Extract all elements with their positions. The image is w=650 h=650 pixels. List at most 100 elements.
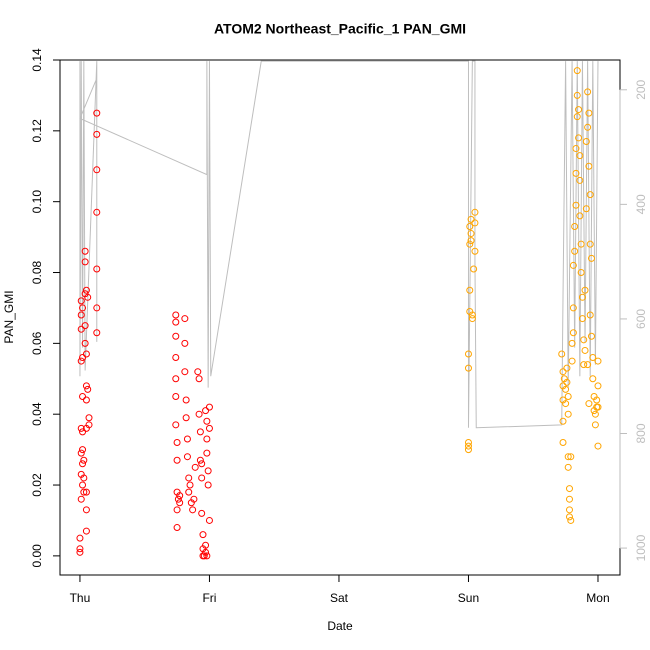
point: [594, 357, 602, 365]
point: [567, 516, 575, 524]
point: [464, 364, 472, 372]
point: [575, 134, 583, 142]
point: [77, 357, 85, 365]
point: [576, 176, 584, 184]
point: [196, 428, 204, 436]
point: [202, 541, 210, 549]
point: [182, 414, 190, 422]
y2-tick-label: 600: [634, 309, 648, 329]
point: [559, 417, 567, 425]
point: [468, 311, 476, 319]
x-tick-label: Sat: [330, 591, 349, 605]
point: [82, 506, 90, 514]
point: [80, 474, 88, 482]
point: [82, 382, 90, 390]
point: [181, 315, 189, 323]
point: [581, 346, 589, 354]
y2-tick-label: 200: [634, 79, 648, 99]
point: [172, 311, 180, 319]
point: [573, 113, 581, 121]
point: [563, 364, 571, 372]
point: [202, 407, 210, 415]
point: [577, 269, 585, 277]
point: [181, 339, 189, 347]
point: [468, 315, 476, 323]
point: [84, 293, 92, 301]
point: [567, 453, 575, 461]
point: [79, 446, 87, 454]
point: [173, 524, 181, 532]
plot-box: [59, 59, 621, 576]
x-tick-label: Fri: [202, 591, 216, 605]
point: [172, 332, 180, 340]
point: [582, 205, 590, 213]
point: [471, 208, 479, 216]
point: [80, 456, 88, 464]
point: [559, 368, 567, 376]
point: [93, 130, 101, 138]
x-tick-label: Thu: [70, 591, 91, 605]
y-tick-label: 0.10: [30, 190, 44, 214]
point: [195, 410, 203, 418]
point: [205, 516, 213, 524]
point: [564, 453, 572, 461]
point: [594, 442, 602, 450]
point: [585, 109, 593, 117]
point: [79, 354, 87, 362]
point: [585, 162, 593, 170]
point: [76, 545, 84, 553]
x-tick-label: Sun: [458, 591, 479, 605]
point: [189, 506, 197, 514]
point: [172, 375, 180, 383]
y-tick-label: 0.06: [30, 331, 44, 355]
point: [584, 88, 592, 96]
point: [185, 488, 193, 496]
point: [183, 453, 191, 461]
point: [80, 488, 88, 496]
point: [467, 215, 475, 223]
point: [82, 527, 90, 535]
point: [559, 439, 567, 447]
y-tick-label: 0.12: [30, 119, 44, 143]
y-tick-label: 0.14: [30, 48, 44, 72]
point: [77, 424, 85, 432]
point: [85, 421, 93, 429]
point: [467, 237, 475, 245]
point: [464, 439, 472, 447]
point: [563, 378, 571, 386]
point: [464, 442, 472, 450]
point: [572, 169, 580, 177]
point: [82, 396, 90, 404]
point: [467, 230, 475, 238]
point: [586, 240, 594, 248]
y-axis-label: PAN_GMI: [2, 290, 16, 343]
point: [79, 304, 87, 312]
point: [76, 534, 84, 542]
point: [581, 286, 589, 294]
point: [174, 495, 182, 503]
point: [565, 513, 573, 521]
point: [77, 325, 85, 333]
point: [195, 375, 203, 383]
point: [565, 495, 573, 503]
point: [81, 258, 89, 266]
point: [466, 286, 474, 294]
point: [588, 332, 596, 340]
point: [203, 552, 211, 560]
y2-tick-label: 800: [634, 423, 648, 443]
point: [82, 488, 90, 496]
point: [584, 361, 592, 369]
point: [571, 222, 579, 230]
point: [572, 201, 580, 209]
point: [202, 548, 210, 556]
point: [564, 410, 572, 418]
point: [196, 456, 204, 464]
point: [572, 145, 580, 153]
point: [576, 152, 584, 160]
point: [565, 485, 573, 493]
point: [186, 481, 194, 489]
point: [578, 315, 586, 323]
point: [585, 400, 593, 408]
point: [173, 506, 181, 514]
